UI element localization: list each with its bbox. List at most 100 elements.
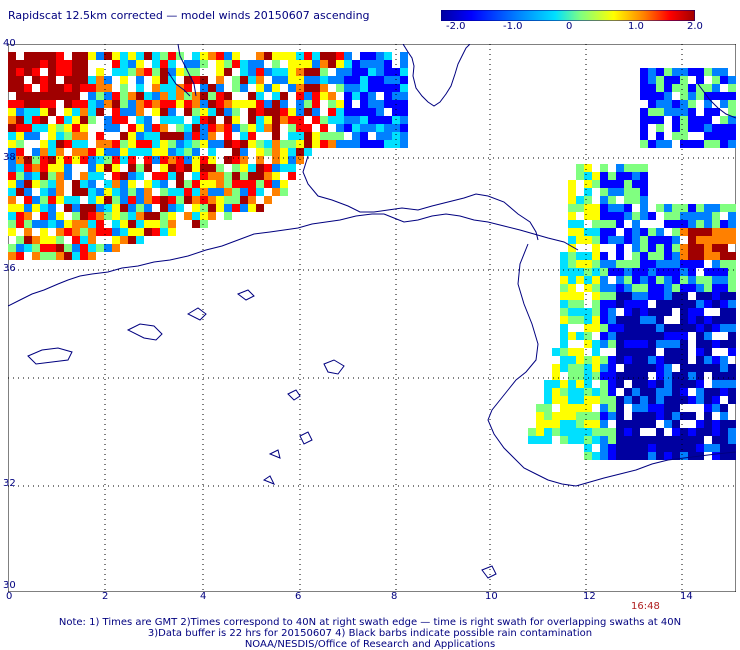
swath-cell	[576, 268, 584, 276]
swath-cell	[704, 428, 712, 436]
swath-cell	[352, 124, 360, 132]
swath-cell	[624, 308, 632, 316]
lat-label: 40	[3, 38, 16, 49]
swath-cell	[72, 180, 80, 188]
swath-cell	[624, 324, 632, 332]
swath-cell	[368, 100, 376, 108]
swath-cell	[712, 236, 720, 244]
swath-cell	[168, 212, 176, 220]
swath-cell	[304, 140, 312, 148]
swath-cell	[632, 452, 640, 460]
swath-cell	[144, 188, 152, 196]
swath-cell	[608, 340, 616, 348]
swath-cell	[240, 196, 248, 204]
swath-cell	[608, 428, 616, 436]
swath-cell	[632, 244, 640, 252]
swath-cell	[56, 188, 64, 196]
swath-cell	[360, 108, 368, 116]
swath-cell	[56, 148, 64, 156]
swath-cell	[568, 284, 576, 292]
swath-cell	[632, 404, 640, 412]
swath-cell	[664, 324, 672, 332]
swath-cell	[720, 68, 728, 76]
swath-cell	[144, 116, 152, 124]
swath-cell	[272, 188, 280, 196]
swath-cell	[616, 300, 624, 308]
swath-cell	[136, 108, 144, 116]
swath-cell	[720, 220, 728, 228]
swath-cell	[672, 452, 680, 460]
swath-cell	[712, 212, 720, 220]
swath-cell	[192, 68, 200, 76]
swath-cell	[568, 372, 576, 380]
swath-cell	[312, 140, 320, 148]
swath-cell	[728, 100, 736, 108]
swath-cell	[200, 196, 208, 204]
swath-cell	[344, 140, 352, 148]
swath-cell	[568, 348, 576, 356]
swath-cell	[664, 236, 672, 244]
swath-cell	[640, 444, 648, 452]
swath-cell	[680, 140, 688, 148]
swath-cell	[40, 164, 48, 172]
swath-cell	[120, 156, 128, 164]
swath-cell	[624, 260, 632, 268]
swath-cell	[680, 108, 688, 116]
swath-cell	[600, 220, 608, 228]
swath-cell	[288, 132, 296, 140]
swath-cell	[272, 76, 280, 84]
coastline-island	[287, 389, 301, 401]
swath-cell	[48, 236, 56, 244]
swath-cell	[224, 52, 232, 60]
swath-cell	[48, 108, 56, 116]
swath-cell	[168, 100, 176, 108]
swath-cell	[656, 228, 664, 236]
swath-cell	[664, 212, 672, 220]
swath-cell	[72, 92, 80, 100]
swath-cell	[560, 260, 568, 268]
swath-cell	[688, 68, 696, 76]
swath-cell	[664, 396, 672, 404]
swath-cell	[112, 68, 120, 76]
swath-cell	[392, 132, 400, 140]
swath-cell	[280, 164, 288, 172]
swath-cell	[584, 404, 592, 412]
swath-cell	[544, 404, 552, 412]
swath-cell	[384, 124, 392, 132]
swath-cell	[568, 300, 576, 308]
swath-cell	[632, 260, 640, 268]
swath-cell	[80, 188, 88, 196]
swath-cell	[120, 140, 128, 148]
swath-cell	[600, 404, 608, 412]
swath-cell	[320, 124, 328, 132]
swath-cell	[16, 244, 24, 252]
swath-cell	[640, 132, 648, 140]
colorbar	[441, 10, 695, 21]
swath-cell	[640, 284, 648, 292]
swath-cell	[704, 356, 712, 364]
lon-label: 4	[200, 591, 207, 602]
swath-cell	[672, 284, 680, 292]
swath-cell	[384, 68, 392, 76]
swath-cell	[160, 52, 168, 60]
swath-cell	[648, 340, 656, 348]
swath-cell	[136, 228, 144, 236]
swath-cell	[656, 76, 664, 84]
swath-cell	[16, 188, 24, 196]
swath-cell	[328, 52, 336, 60]
swath-cell	[56, 212, 64, 220]
swath-cell	[168, 92, 176, 100]
swath-cell	[160, 116, 168, 124]
swath-cell	[136, 196, 144, 204]
swath-cell	[712, 268, 720, 276]
swath-cell	[240, 156, 248, 164]
swath-cell	[48, 100, 56, 108]
swath-cell	[120, 76, 128, 84]
swath-cell	[24, 156, 32, 164]
lon-label: 2	[102, 591, 109, 602]
swath-cell	[216, 68, 224, 76]
swath-cell	[168, 172, 176, 180]
swath-cell	[664, 412, 672, 420]
swath-cell	[80, 252, 88, 260]
swath-cell	[192, 52, 200, 60]
